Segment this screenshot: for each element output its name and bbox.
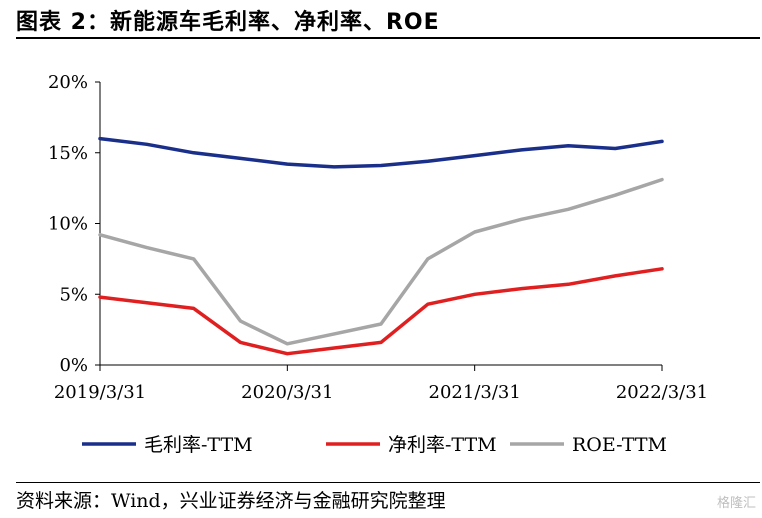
y-tick-label: 10% <box>48 214 88 235</box>
y-tick-label: 0% <box>59 355 88 376</box>
y-tick-label: 15% <box>48 143 88 164</box>
x-tick-label: 2020/3/31 <box>241 382 333 403</box>
page-title: 图表 2：新能源车毛利率、净利率、ROE <box>16 10 440 35</box>
watermark-text: 格隆汇 <box>716 496 756 511</box>
x-tick-label: 2022/3/31 <box>616 382 708 403</box>
legend-label: 净利率-TTM <box>388 434 497 456</box>
chart-axes: 0% 5% 10% 15% 20% 2019/3/31 2020/3/31 2021/3/31… <box>48 72 708 403</box>
legend-label: 毛利率-TTM <box>144 434 253 456</box>
chart-series <box>98 136 664 356</box>
x-tick-label: 2021/3/31 <box>429 382 521 403</box>
y-tick-label: 20% <box>48 72 88 93</box>
title-divider <box>16 37 760 39</box>
series-line <box>98 177 664 346</box>
series-line <box>98 136 664 169</box>
chart-legend: 毛利率-TTM 净利率-TTM ROE-TTM <box>82 434 667 456</box>
x-tick-label: 2019/3/31 <box>54 382 146 403</box>
legend-label: ROE-TTM <box>572 434 667 456</box>
source-note: 资料来源：Wind，兴业证券经济与金融研究院整理 <box>16 490 446 512</box>
series-line <box>98 267 664 356</box>
footer-divider <box>16 482 760 483</box>
line-chart: 0% 5% 10% 15% 20% 2019/3/31 2020/3/31 2021/3/31… <box>48 72 708 456</box>
y-tick-label: 5% <box>59 284 88 305</box>
